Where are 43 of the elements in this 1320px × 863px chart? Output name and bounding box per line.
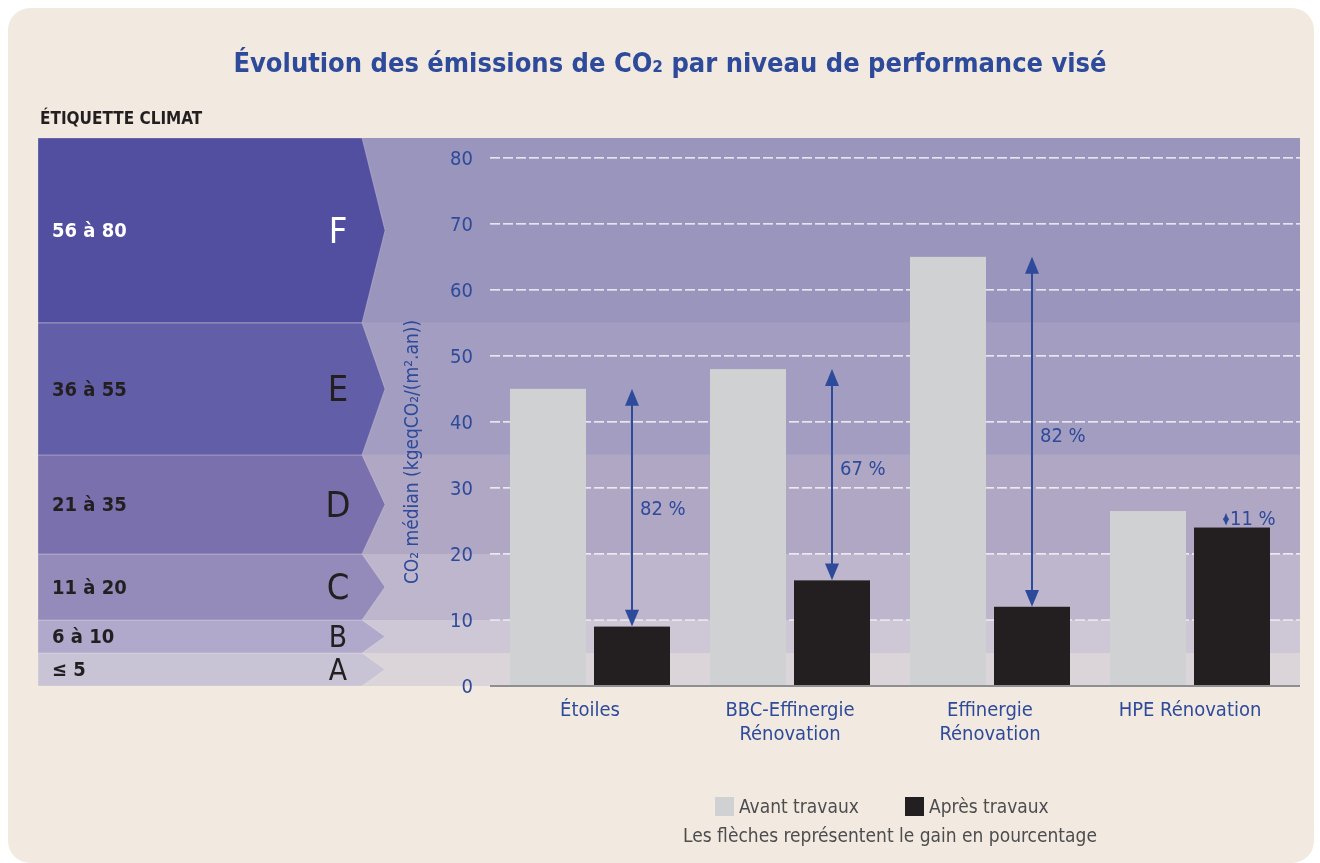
y-tick-label: 0 <box>461 674 473 698</box>
band-label: A <box>328 651 348 687</box>
chart-title: Évolution des émissions de CO₂ par niveau de performance visé <box>233 47 1107 78</box>
annotation: 11 % <box>1230 505 1276 530</box>
band-label: D <box>325 483 351 525</box>
y-tick-label: 80 <box>450 145 473 170</box>
annotation: 82 % <box>1040 423 1086 448</box>
y-tick-label: 50 <box>450 343 473 368</box>
bar <box>710 369 786 686</box>
y-tick-label: 30 <box>450 475 473 500</box>
band-label: C <box>326 566 350 608</box>
band-label: F <box>328 209 348 251</box>
bar <box>994 606 1070 686</box>
text: Les flèches représentent le gain en pourcentage <box>683 824 1097 846</box>
text: 56 à 80 <box>52 218 127 243</box>
text: 11 à 20 <box>52 574 127 599</box>
text: 36 à 55 <box>52 376 127 401</box>
bar <box>1110 511 1186 686</box>
y-tick-label: 20 <box>450 541 473 566</box>
text: 21 à 35 <box>52 492 127 517</box>
bar <box>910 256 986 686</box>
bar <box>510 388 586 686</box>
bar <box>1194 527 1270 686</box>
band-label: E <box>327 368 349 410</box>
x-tick-label: Effinergie Rénovation <box>939 697 1041 745</box>
y-axis-title: CO₂ médian (kgeqCO₂/(m².an)) <box>400 319 422 585</box>
y-tick-label: 40 <box>450 409 473 434</box>
x-tick-label: Étoiles <box>560 697 620 721</box>
text: ÉTIQUETTE CLIMAT <box>40 107 203 128</box>
legend-label: Avant travaux <box>739 795 859 817</box>
x-tick-label: HPE Rénovation <box>1118 697 1262 721</box>
band-label: B <box>328 618 348 654</box>
y-tick-label: 70 <box>450 211 473 236</box>
annotation: 67 % <box>840 456 886 481</box>
y-tick-label: 60 <box>450 277 473 302</box>
y-tick-label: 10 <box>450 607 473 632</box>
text: ≤ 5 <box>52 657 86 682</box>
x-tick-label: BBC-Effinergie Rénovation <box>725 697 855 745</box>
annotation: 82 % <box>640 495 686 520</box>
text: 6 à 10 <box>52 624 115 649</box>
bar <box>594 626 670 686</box>
legend-label: Après travaux <box>929 795 1049 817</box>
bar <box>794 580 870 686</box>
